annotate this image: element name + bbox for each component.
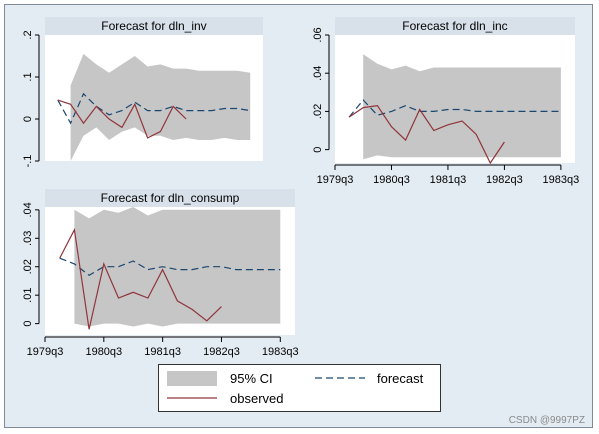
- y-tick-label: 0: [22, 321, 34, 327]
- ci-band: [70, 53, 251, 161]
- chart-panel-dln-inc: Forecast for dln_inc 0 .02 .04 .06 1979q3 1980…: [303, 17, 588, 197]
- y-tick-label: .01: [22, 288, 34, 303]
- y-tick-label: .04: [22, 202, 34, 217]
- forecast-line: [348, 99, 561, 118]
- graph-window: Forecast for dln_inv -.1 0 .1 .2 Forecast fo…: [4, 4, 593, 428]
- x-tick-label: 1982q3: [486, 174, 523, 186]
- x-tick-label: 1980q3: [373, 174, 410, 186]
- legend-ci-label: 95% CI: [230, 371, 273, 386]
- legend: 95% CI forecast observed: [158, 364, 441, 412]
- chart-title: Forecast for dln_inv: [101, 19, 206, 33]
- forecast-line: [59, 257, 281, 277]
- y-tick-label: .2: [22, 30, 34, 39]
- chart-panel-dln-inv: Forecast for dln_inv -.1 0 .1 .2: [13, 17, 298, 172]
- chart-dln-inc: Forecast for dln_inc 0 .02 .04 .06 1979q3 1980…: [312, 17, 580, 186]
- ci-band: [74, 207, 281, 327]
- y-tick-label: .1: [22, 72, 34, 81]
- x-tick-label: 1983q3: [262, 346, 299, 358]
- y-tick-label: .04: [312, 66, 324, 81]
- y-tick-label: .06: [312, 27, 324, 42]
- legend-observed-label: observed: [230, 391, 283, 406]
- legend-ci-swatch: [167, 371, 217, 386]
- chart-title: Forecast for dln_consump: [101, 191, 240, 205]
- chart-title-bar: [335, 17, 575, 35]
- y-tick-label: .02: [22, 259, 34, 274]
- y-tick-label: -.1: [22, 155, 34, 168]
- observed-line: [348, 105, 505, 165]
- y-tick-label: 0: [312, 147, 324, 153]
- x-tick-label: 1980q3: [85, 346, 122, 358]
- x-tick-label: 1979q3: [27, 346, 64, 358]
- legend-forecast-label: forecast: [377, 371, 424, 386]
- y-tick-label: .02: [312, 104, 324, 119]
- observed-line: [59, 227, 222, 330]
- x-tick-label: 1981q3: [144, 346, 181, 358]
- forecast-line: [57, 92, 251, 125]
- chart-panel-dln-consump: Forecast for dln_consump 0 .01 .02 .03 .04 197…: [13, 189, 299, 369]
- watermark: CSDN @9997PZ: [508, 415, 585, 426]
- chart-title-bar: [45, 189, 295, 207]
- chart-dln-consump: Forecast for dln_consump 0 .01 .02 .03 .04 197…: [22, 189, 299, 358]
- x-tick-label: 1981q3: [430, 174, 467, 186]
- x-tick-label: 1982q3: [203, 346, 240, 358]
- ci-band: [363, 54, 561, 160]
- chart-title-bar: [45, 17, 263, 35]
- x-tick-label: 1983q3: [543, 174, 580, 186]
- y-tick-label: 0: [22, 116, 34, 122]
- x-tick-label: 1979q3: [317, 174, 354, 186]
- observed-line: [57, 99, 187, 139]
- y-tick-label: .03: [22, 231, 34, 246]
- chart-dln-inv: Forecast for dln_inv -.1 0 .1 .2: [22, 17, 263, 168]
- chart-title: Forecast for dln_inc: [402, 19, 507, 33]
